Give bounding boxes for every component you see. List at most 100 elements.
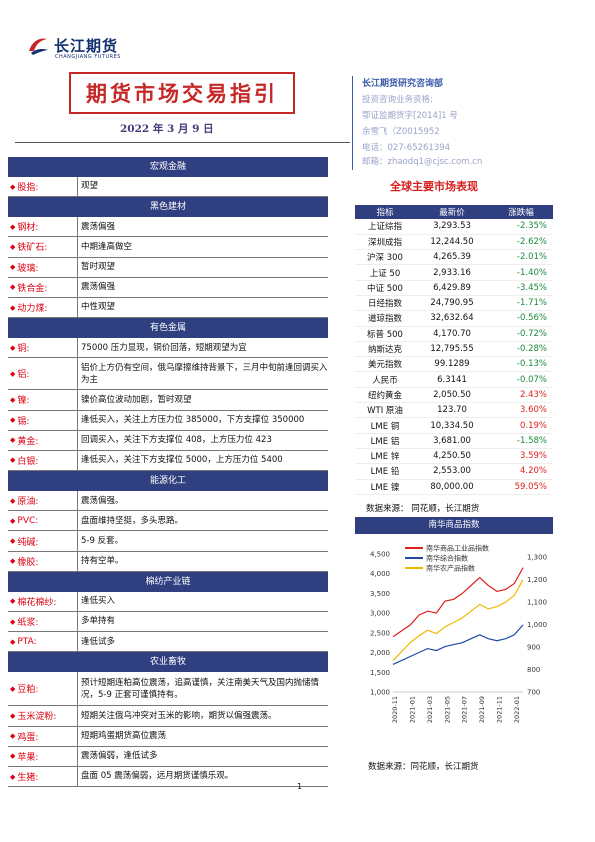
item-label-text: PVC: xyxy=(17,515,39,526)
y-right-tick-label: 700 xyxy=(527,689,540,697)
item-view: 逢低买入，关注上方压力位 385000，下方支撑位 350000 xyxy=(81,414,305,425)
price-cell: 3,681.00 xyxy=(415,433,489,449)
price-cell: 10,334.50 xyxy=(415,417,489,434)
diamond-bullet-icon: ◆ xyxy=(10,684,16,693)
y-left-tick-label: 3,000 xyxy=(370,610,390,618)
indicator-cell: LME 镍 xyxy=(355,479,415,495)
series-line xyxy=(392,579,524,662)
indicator-cell: WTI 原油 xyxy=(355,402,415,419)
list-item: ◆ 橡胶: 持有空单。 xyxy=(8,551,328,572)
list-item: ◆ 玻璃: 暂时观望 xyxy=(8,257,328,278)
contact-line: 鄂证监期货字[2014]1 号 xyxy=(362,111,458,121)
table-row: 道琼指数 32,632.64 -0.56% xyxy=(355,310,553,327)
item-label-text: 股指: xyxy=(17,183,39,194)
item-label: ◆ 原油: xyxy=(8,491,78,511)
list-item: ◆ PTA: 逢低试多 xyxy=(8,632,328,653)
item-label-text: 玉米淀粉: xyxy=(17,712,57,723)
change-cell: 0.19% xyxy=(489,417,553,434)
item-view: 逢低买入，关注下方支撑位 5000，上方压力位 5400 xyxy=(81,455,283,466)
table-row: LME 锌 4,250.50 3.59% xyxy=(355,448,553,465)
x-tick-label: 2021-05 xyxy=(443,696,451,723)
contact-line: 电话：027-65261394 xyxy=(362,143,451,153)
list-item: ◆ 铜: 75000 压力显现，铜价回落，短期观望为宜 xyxy=(8,338,328,359)
item-label-text: 橡胶: xyxy=(17,557,39,568)
x-tick-label: 2021-03 xyxy=(426,696,434,723)
x-tick-label: 2021-09 xyxy=(478,696,486,723)
change-cell: -1.58% xyxy=(489,433,553,449)
item-view: 镍价高位波动加剧，暂时观望 xyxy=(81,394,192,405)
table-row: LME 镍 80,000.00 59.05% xyxy=(355,479,553,495)
table-row: 美元指数 99.1289 -0.13% xyxy=(355,356,553,373)
y-right-tick-label: 800 xyxy=(527,666,540,674)
section-header: 农业畜牧 xyxy=(8,652,328,673)
diamond-bullet-icon: ◆ xyxy=(10,637,16,646)
logo-text: 长江期货 xyxy=(54,37,119,55)
table-row: 人民币 6.3141 -0.07% xyxy=(355,371,553,388)
table-row: WTI 原油 123.70 3.60% xyxy=(355,402,553,419)
price-cell: 99.1289 xyxy=(415,356,489,373)
change-cell: 4.20% xyxy=(489,463,553,480)
price-cell: 12,795.55 xyxy=(415,341,489,358)
diamond-bullet-icon: ◆ xyxy=(10,711,16,720)
x-tick-label: 2022-01 xyxy=(513,696,521,723)
series-line xyxy=(392,624,524,665)
item-view: 逢低买入 xyxy=(81,596,116,607)
item-label-text: 铝: xyxy=(17,370,30,381)
indicator-cell: 上证 50 xyxy=(355,264,415,281)
indicator-cell: LME 铝 xyxy=(355,433,415,449)
list-item: ◆ 锡: 逢低买入，关注上方压力位 385000，下方支撑位 350000 xyxy=(8,410,328,431)
diamond-bullet-icon: ◆ xyxy=(10,597,16,606)
indicator-cell: LME 锌 xyxy=(355,448,415,465)
item-label-text: 豆粕: xyxy=(17,685,39,696)
item-label-text: 铁合金: xyxy=(17,283,48,294)
table-row: 上证 50 2,933.16 -1.40% xyxy=(355,264,553,281)
item-view: 5-9 反套。 xyxy=(81,535,124,546)
chart-source: 数据来源：同花顺，长江期货 xyxy=(368,762,479,772)
item-label-text: 铜: xyxy=(17,344,30,355)
table-row: 深圳成指 12,244.50 -2.62% xyxy=(355,234,553,251)
change-cell: -0.13% xyxy=(489,356,553,373)
y-left-tick-label: 1,500 xyxy=(370,669,390,677)
item-view: 震荡偏强 xyxy=(81,282,116,293)
list-item: ◆ 纯碱: 5-9 反套。 xyxy=(8,531,328,552)
legend-label: 南华商品工业品指数 xyxy=(426,544,489,553)
y-left-tick-label: 3,500 xyxy=(370,590,390,598)
diamond-bullet-icon: ◆ xyxy=(10,436,16,445)
item-view: 中性观望 xyxy=(81,302,116,313)
list-item: ◆ 原油: 震荡偏强。 xyxy=(8,491,328,512)
list-item: ◆ 棉花棉纱: 逢低买入 xyxy=(8,591,328,612)
item-label: ◆ 玉米淀粉: xyxy=(8,706,78,726)
section-header: 能源化工 xyxy=(8,471,328,492)
contact-line: 投资咨询业务资格: xyxy=(362,95,433,105)
dept-name: 长江期货研究咨询部 xyxy=(362,79,444,89)
y-left-tick-label: 2,500 xyxy=(370,629,390,637)
item-label-text: 纸浆: xyxy=(17,618,39,629)
y-right-tick-label: 900 xyxy=(527,644,540,652)
table-row: 纽约黄金 2,050.50 2.43% xyxy=(355,387,553,404)
item-label: ◆ 钢材: xyxy=(8,217,78,237)
contact-email[interactable]: 邮箱：zhaodq1@cjsc.com.cn xyxy=(362,157,483,167)
item-view: 75000 压力显现，铜价回落，短期观望为宜 xyxy=(81,342,247,353)
list-item: ◆ 豆粕: 预计短期连粕高位震荡，追高谨慎，关注南美天气及国内抛储情况，5-9 正套… xyxy=(8,672,328,707)
item-label: ◆ 白银: xyxy=(8,450,78,471)
table-row: LME 铜 10,334.50 0.19% xyxy=(355,417,553,434)
item-view: 短期鸡蛋期货高位震荡 xyxy=(81,731,167,741)
table-header-row: 指标 最新价 涨跌幅 xyxy=(355,205,553,219)
diamond-bullet-icon: ◆ xyxy=(10,557,16,566)
contact-divider xyxy=(352,76,353,170)
item-view: 盘面 05 震荡偏弱，远月期货谨慎乐观。 xyxy=(81,771,234,782)
item-label: ◆ 苹果: xyxy=(8,746,78,766)
list-item: ◆ 股指: 观望 xyxy=(8,177,328,198)
diamond-bullet-icon: ◆ xyxy=(10,496,16,505)
item-label-text: 铁矿石: xyxy=(17,243,48,254)
change-cell: 2.43% xyxy=(489,387,553,404)
item-label: ◆ 镍: xyxy=(8,390,78,410)
diamond-bullet-icon: ◆ xyxy=(10,303,16,312)
x-tick-label: 2020-11 xyxy=(391,696,399,723)
contact-line: 余雪飞（Z0015952 xyxy=(362,127,440,137)
report-date: 2022 年 3 月 9 日 xyxy=(120,123,214,135)
item-label: ◆ 铁矿石: xyxy=(8,237,78,257)
x-tick-label: 2021-07 xyxy=(461,696,469,723)
item-label-text: 白银: xyxy=(17,456,39,467)
indicator-cell: 上证综指 xyxy=(355,219,415,235)
